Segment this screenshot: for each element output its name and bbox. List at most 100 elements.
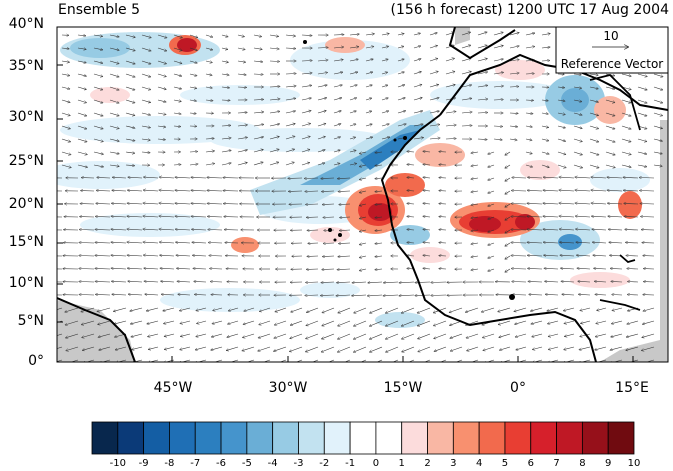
- wind-vector: [205, 48, 212, 50]
- wind-vector: [269, 124, 279, 127]
- wind-vector: [96, 203, 111, 204]
- wind-vector: [208, 216, 223, 217]
- wind-vector: [177, 268, 191, 269]
- wind-vector: [338, 346, 351, 352]
- wind-vector: [339, 243, 351, 244]
- wind-vector: [145, 294, 159, 295]
- wind-vector: [349, 72, 358, 75]
- wind-vector: [360, 230, 367, 232]
- wind-vector: [211, 346, 223, 350]
- wind-vector: [125, 99, 135, 103]
- wind-vector: [340, 217, 351, 218]
- wind-vector: [578, 281, 591, 282]
- wind-vector: [528, 281, 543, 282]
- wind-vector: [375, 230, 383, 231]
- wind-vector: [505, 229, 511, 233]
- wind-vector: [413, 85, 422, 88]
- wind-vector: [471, 256, 479, 257]
- wind-vector: [317, 60, 328, 61]
- wind-vector: [488, 203, 495, 206]
- wind-vector: [461, 126, 472, 127]
- wind-vector: [301, 35, 312, 36]
- wind-vector: [624, 190, 639, 191]
- wind-vector: [93, 151, 103, 154]
- wind-vector: [575, 203, 591, 204]
- wind-vector: [144, 177, 159, 178]
- wind-vector: [628, 282, 639, 283]
- wind-vector: [577, 255, 591, 256]
- wind-vector: [544, 268, 559, 269]
- wind-vector: [445, 139, 456, 140]
- wind-vector: [397, 111, 406, 114]
- wind-vector: [423, 229, 431, 230]
- wind-vector: [370, 320, 383, 326]
- wind-vector: [626, 242, 639, 243]
- wind-vector: [211, 282, 223, 283]
- wind-vector: [561, 281, 575, 282]
- wind-vector: [173, 165, 181, 166]
- wind-vector: [545, 294, 559, 295]
- wind-vector: [95, 255, 111, 256]
- wind-vector: [559, 203, 575, 204]
- wind-vector: [79, 282, 95, 283]
- wind-vector: [125, 73, 135, 77]
- wind-vector: [445, 72, 455, 75]
- wind-vector: [589, 125, 598, 129]
- wind-vector: [253, 74, 263, 75]
- wind-vector: [413, 124, 423, 127]
- wind-vector: [577, 268, 591, 269]
- wind-vector: [605, 151, 615, 155]
- wind-vector: [109, 151, 119, 154]
- wind-vector: [653, 165, 662, 166]
- wind-vector: [505, 216, 511, 220]
- wind-vector: [210, 269, 223, 270]
- wind-vector: [499, 333, 511, 337]
- wind-vector: [192, 242, 207, 243]
- wind-vector: [322, 307, 335, 313]
- wind-vector: [191, 177, 207, 178]
- wind-vector: [338, 333, 351, 339]
- colorbar-label: 8: [579, 458, 586, 469]
- wind-vector: [160, 268, 175, 269]
- wind-vector: [306, 320, 319, 326]
- colorbar-label: -10: [109, 458, 126, 469]
- wind-vector: [237, 35, 244, 37]
- wind-vector: [205, 61, 212, 63]
- wind-vector: [115, 346, 127, 350]
- wind-vector: [407, 190, 415, 191]
- wind-vector: [141, 126, 150, 128]
- wind-vector: [100, 359, 111, 362]
- wind-vector: [461, 112, 472, 113]
- wind-vector: [212, 333, 223, 337]
- wind-vector: [258, 333, 271, 338]
- wind-vector: [429, 138, 440, 139]
- wind-vector: [589, 138, 599, 142]
- wind-vector: [244, 307, 255, 311]
- wind-vector: [82, 333, 95, 338]
- wind-vector: [573, 112, 582, 115]
- wind-vector: [149, 346, 159, 349]
- wind-vector: [370, 346, 383, 352]
- wind-vector: [493, 59, 503, 62]
- wind-vector: [461, 98, 472, 101]
- wind-vector: [148, 333, 159, 337]
- wind-vector: [275, 320, 287, 325]
- wind-vector: [505, 151, 511, 155]
- wind-vector: [593, 255, 607, 256]
- wind-vector: [253, 162, 263, 166]
- wind-vector: [205, 87, 212, 88]
- wind-vector: [61, 74, 70, 76]
- wind-vector: [434, 320, 447, 326]
- wind-vector: [301, 85, 312, 88]
- wind-vector: [559, 229, 575, 230]
- wind-vector: [653, 86, 663, 90]
- wind-vector: [434, 346, 447, 351]
- wind-vector: [165, 346, 175, 349]
- wind-vector: [471, 230, 479, 231]
- wind-vector: [512, 282, 527, 283]
- wind-vector: [175, 229, 191, 230]
- wind-vector: [471, 269, 479, 270]
- wind-vector: [305, 295, 319, 296]
- wind-vector: [95, 281, 111, 282]
